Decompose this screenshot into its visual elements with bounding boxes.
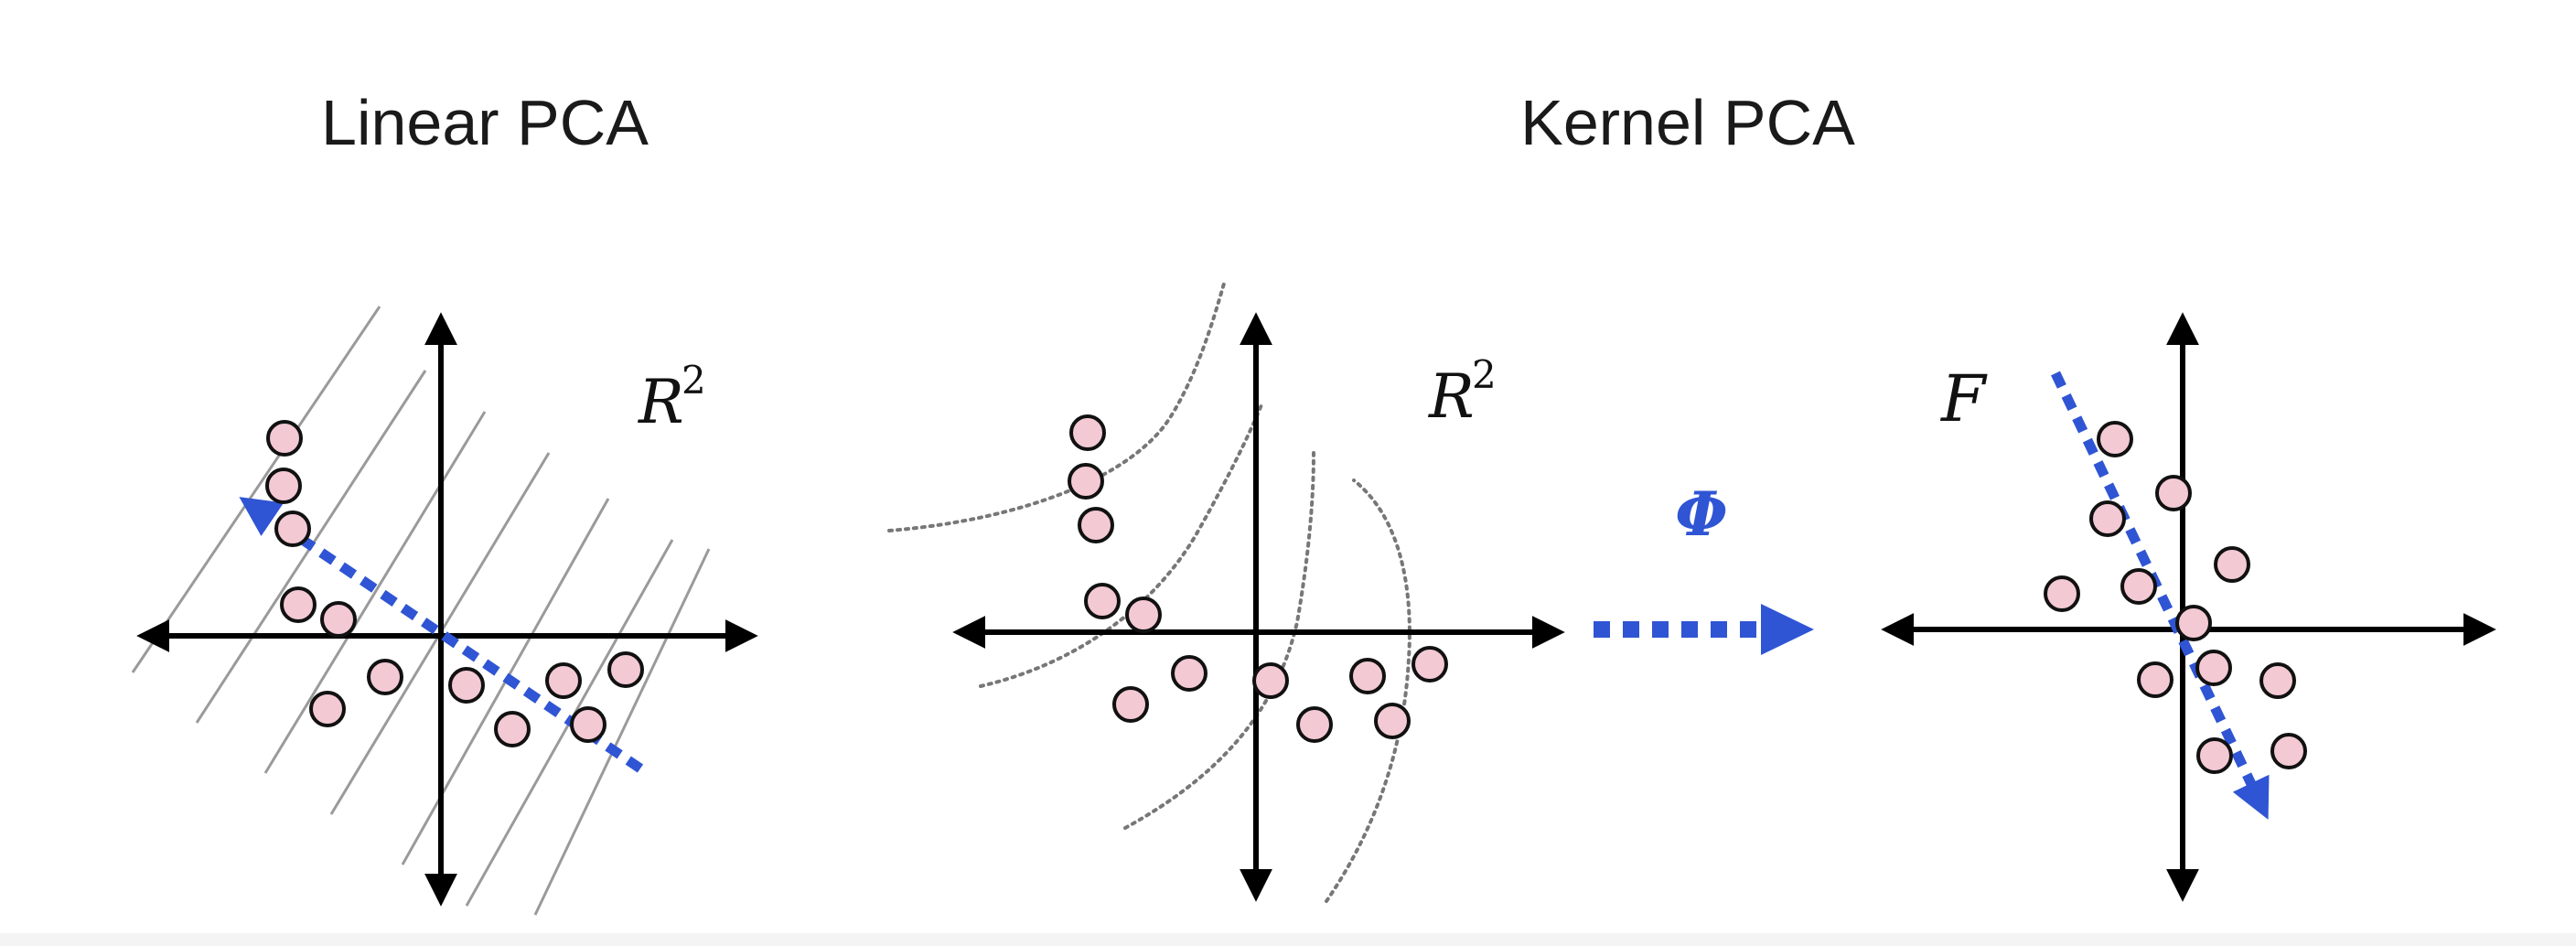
data-point: [265, 468, 302, 504]
data-point: [2175, 605, 2212, 641]
kernel-principal-component-arrow: [2051, 371, 2270, 820]
contour-curve: [979, 401, 1264, 688]
mapping-label: Φ: [1675, 478, 1728, 550]
bottom-strip: [0, 933, 2576, 946]
kernel-contours: [887, 282, 1411, 903]
data-point: [1171, 655, 1208, 692]
data-point: [367, 659, 403, 695]
data-point: [1068, 463, 1104, 500]
linear-pca-panel: R 2: [131, 306, 758, 916]
data-point: [1349, 658, 1386, 694]
guide-line: [533, 548, 711, 916]
data-point: [1411, 646, 1448, 683]
data-point: [1084, 583, 1121, 619]
kernel-feature-data-points: [2044, 421, 2307, 774]
data-point: [320, 601, 357, 638]
data-point: [545, 662, 582, 699]
data-point: [2097, 421, 2133, 457]
data-point: [1374, 703, 1411, 739]
data-point: [2195, 650, 2232, 686]
data-point: [494, 711, 531, 747]
data-point: [266, 420, 303, 457]
data-point: [1296, 706, 1333, 743]
data-point: [607, 651, 644, 688]
data-point: [2044, 575, 2080, 612]
data-point: [309, 691, 346, 727]
mapping-arrow-group: Φ: [1594, 478, 1814, 655]
data-point: [570, 706, 606, 743]
linear-data-points: [265, 420, 644, 747]
data-point: [1078, 507, 1114, 543]
linear-pca-title: Linear PCA: [321, 87, 649, 158]
contour-curve: [887, 282, 1226, 532]
data-point: [2196, 737, 2233, 774]
kernel-input-data-points: [1068, 414, 1448, 743]
data-point: [1112, 686, 1149, 723]
mapping-arrow-head: [1761, 604, 1814, 655]
data-point: [1252, 662, 1289, 699]
contour-curve: [1123, 451, 1315, 830]
kernel-input-space-symbol: R: [1428, 361, 1475, 432]
linear-space-label: R 2: [638, 358, 706, 437]
linear-space-symbol: R: [638, 367, 684, 437]
data-point: [2089, 500, 2126, 537]
kernel-input-space-exponent: 2: [1472, 352, 1497, 397]
data-point: [2270, 733, 2307, 769]
data-point: [1125, 597, 1162, 633]
kernel-input-panel: R 2: [887, 282, 1565, 903]
kernel-input-space-label: R 2: [1428, 352, 1497, 432]
linear-space-exponent: 2: [682, 358, 706, 403]
linear-guide-lines: [131, 306, 711, 916]
data-point: [2214, 546, 2250, 583]
data-point: [280, 586, 317, 623]
data-point: [2137, 661, 2174, 698]
data-point: [274, 511, 311, 547]
data-point: [2259, 662, 2296, 699]
data-point: [2120, 568, 2157, 605]
feature-space-label: F: [1939, 361, 1988, 436]
kernel-pca-title: Kernel PCA: [1520, 87, 1855, 158]
contour-curve: [1325, 478, 1411, 903]
kernel-feature-panel: F: [1881, 312, 2496, 902]
data-point: [448, 667, 485, 704]
data-point: [1069, 414, 1106, 451]
data-point: [2155, 475, 2192, 511]
guide-line: [131, 306, 381, 673]
